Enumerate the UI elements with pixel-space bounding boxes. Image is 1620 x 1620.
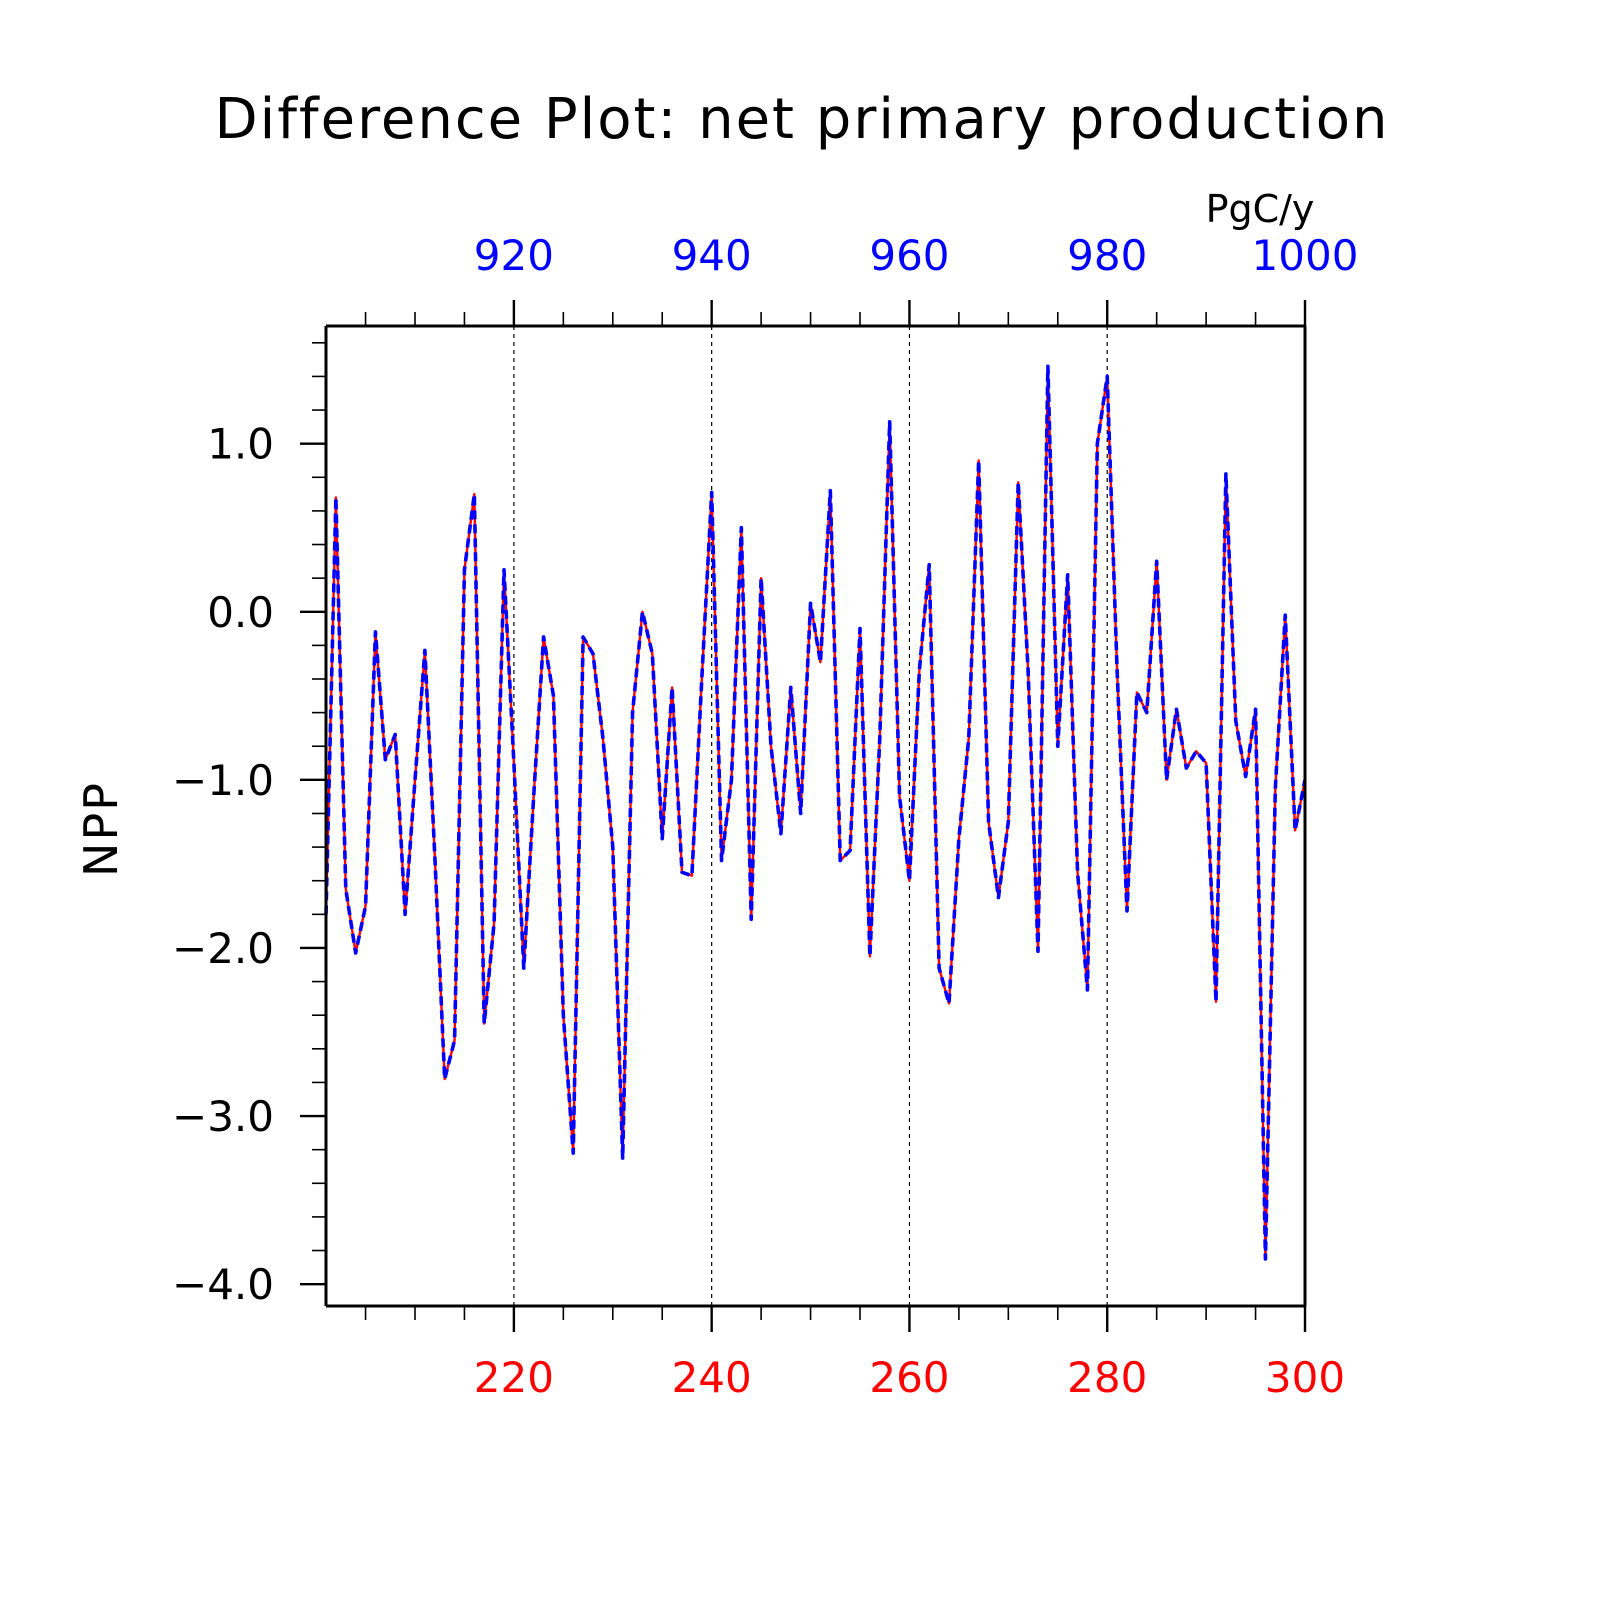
top-tick-label: 980 [1067, 231, 1147, 280]
y-tick-label: −1.0 [172, 756, 274, 805]
axes: 1.0 0.0 −1.0 −2.0 −3.0 −4.0 220 240 260 280 300 920… [172, 231, 1358, 1402]
series-lines [324, 364, 1307, 1261]
y-tick-label: −3.0 [172, 1092, 274, 1141]
top-tick-label: 960 [869, 231, 949, 280]
y-tick-label: −2.0 [172, 924, 274, 973]
bottom-tick-label: 260 [869, 1353, 949, 1402]
chart-title: Difference Plot: net primary production [215, 87, 1390, 152]
y-tick-label: −4.0 [172, 1260, 274, 1309]
top-tick-label: 920 [474, 231, 554, 280]
top-tick-label: 940 [672, 231, 752, 280]
bottom-tick-label: 300 [1265, 1353, 1345, 1402]
top-tick-label: 1000 [1252, 231, 1359, 280]
bottom-tick-label: 280 [1067, 1353, 1147, 1402]
bottom-tick-label: 240 [672, 1353, 752, 1402]
y-tick-label: 1.0 [207, 420, 274, 469]
series-line-2 [324, 364, 1307, 1261]
units-label: PgC/y [1206, 187, 1315, 231]
bottom-tick-label: 220 [474, 1353, 554, 1402]
grid-lines [513, 326, 1108, 1306]
y-tick-label: 0.0 [207, 588, 274, 637]
y-axis-label: NPP [74, 781, 128, 877]
